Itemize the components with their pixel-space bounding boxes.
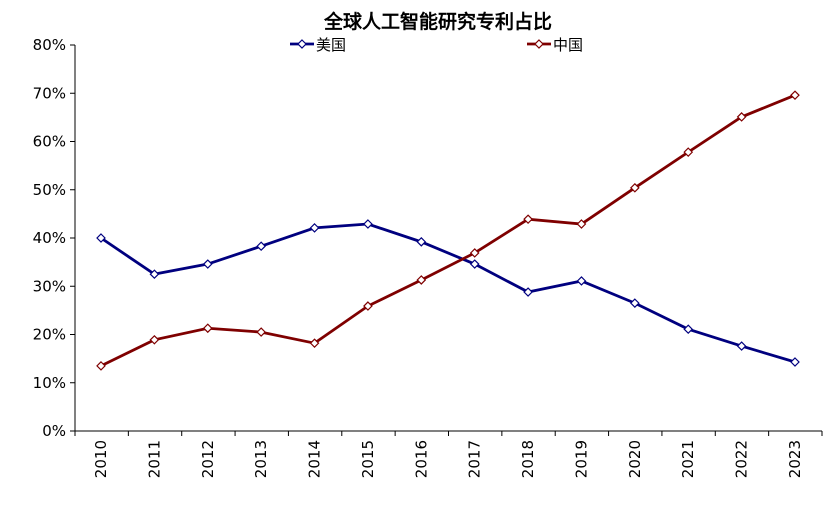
legend-label: 中国	[553, 36, 583, 54]
y-tick-label: 70%	[33, 84, 66, 102]
data-point-marker	[683, 324, 694, 335]
data-point-marker	[309, 223, 320, 233]
y-tick-label: 20%	[33, 326, 66, 344]
data-point-marker	[683, 147, 694, 157]
legend: 美国 中国	[290, 36, 583, 54]
series-line	[100, 222, 796, 364]
x-tick-label: 2016	[412, 440, 430, 478]
legend-item: 中国	[527, 36, 583, 54]
data-point-marker	[309, 338, 320, 349]
data-point-marker	[523, 287, 533, 297]
y-tick-label: 40%	[33, 229, 66, 247]
data-point-marker	[363, 301, 373, 311]
axes: 0% 10% 20% 30% 40% 50% 60% 70% 80% 2010 2011 2012 20…	[33, 36, 823, 478]
y-tick-label: 10%	[33, 374, 66, 392]
x-tick-label: 2011	[145, 440, 163, 478]
x-tick-label: 2012	[199, 440, 217, 478]
data-point-marker	[790, 90, 800, 101]
y-tick-label: 30%	[33, 277, 66, 295]
series-usa	[96, 219, 800, 367]
data-point-marker	[149, 334, 160, 345]
x-tick-label: 2015	[359, 440, 377, 478]
data-point-marker	[96, 233, 106, 243]
x-tick-label: 2022	[733, 440, 751, 478]
data-point-marker	[736, 112, 747, 122]
data-point-marker	[629, 298, 640, 308]
y-tick-label: 0%	[42, 422, 66, 440]
data-point-marker	[202, 259, 213, 269]
data-point-marker	[629, 182, 640, 193]
x-tick-label: 2019	[572, 440, 590, 478]
chart-title: 全球人工智能研究专利占比	[323, 10, 552, 33]
y-tick-label: 80%	[33, 36, 66, 54]
data-point-marker	[202, 323, 213, 334]
data-point-marker	[96, 361, 106, 371]
series-china	[96, 90, 800, 371]
legend-item: 美国	[290, 36, 346, 54]
x-tick-label: 2014	[306, 440, 324, 478]
data-point-marker	[256, 241, 267, 252]
x-tick-label: 2013	[252, 440, 270, 478]
x-tick-label: 2010	[92, 440, 110, 478]
data-point-marker	[469, 248, 480, 258]
x-tick-label: 2021	[679, 440, 697, 478]
x-tick-label: 2018	[519, 440, 537, 478]
series-layer	[96, 90, 800, 371]
data-point-marker	[416, 237, 427, 247]
data-point-marker	[416, 275, 427, 285]
data-point-marker	[363, 219, 373, 229]
data-point-marker	[534, 39, 544, 49]
x-tick-label: 2020	[626, 440, 644, 478]
data-point-marker	[149, 269, 160, 280]
legend-label: 美国	[316, 36, 346, 54]
data-point-marker	[576, 219, 587, 229]
data-point-marker	[523, 214, 533, 225]
data-point-marker	[790, 357, 800, 367]
data-point-marker	[576, 276, 587, 286]
y-tick-label: 50%	[33, 181, 66, 199]
data-point-marker	[297, 39, 307, 49]
data-point-marker	[736, 341, 747, 351]
data-point-marker	[469, 259, 480, 269]
x-tick-label: 2017	[466, 440, 484, 478]
x-tick-label: 2023	[786, 440, 804, 478]
y-tick-label: 60%	[33, 133, 66, 151]
data-point-marker	[256, 327, 267, 337]
series-line	[100, 93, 796, 368]
